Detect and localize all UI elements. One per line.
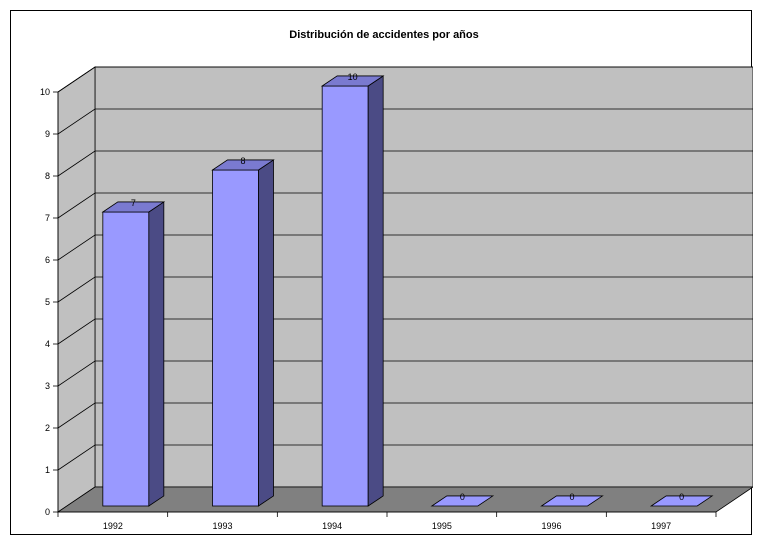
gridline [57,318,753,345]
y-tick-label: 3 [45,381,50,391]
data-label: 8 [240,156,245,166]
x-tick-label: 1996 [541,521,561,531]
y-tick-label: 4 [45,339,50,349]
bar-top [101,201,166,213]
data-label: 0 [679,492,684,502]
gridlines [57,66,753,471]
data-label: 10 [348,72,358,82]
bar-front [321,85,369,507]
gridline [57,192,753,219]
bar-chart: Distribución de accidentes por años 0 1 2 3… [40,29,753,531]
y-tick-label: 2 [45,423,50,433]
data-labels: 7 8 10 0 0 0 [131,72,684,502]
x-tick-label: 1995 [432,521,452,531]
chart-frame: Distribución de accidentes por años 0 1 2 3… [10,10,753,535]
chart-title: Distribución de accidentes por años [289,29,479,41]
x-tick-label: 1992 [103,521,123,531]
bar-side [367,75,384,507]
bar-top [430,495,495,507]
bar-side [258,159,274,507]
x-tick-label: 1994 [322,521,342,531]
gridline [57,108,753,135]
y-tick-label: 10 [40,87,50,97]
y-tick-label: 1 [45,465,50,475]
bar-top [320,75,385,87]
y-tick-label: 9 [45,129,50,139]
y-tick-label: 6 [45,255,50,265]
bar-front [212,169,259,507]
gridline [57,276,753,303]
gridline [57,360,753,387]
x-tick-label: 1997 [651,521,671,531]
y-tick-label: 5 [45,297,50,307]
bars [101,75,714,507]
axes: 0 1 2 3 4 5 6 7 8 9 10 1992 1993 1994 1995 1996 1997 [40,87,717,531]
bar-top [540,495,604,507]
data-label: 0 [460,492,465,502]
y-tick-label: 0 [45,507,50,517]
bar-front [102,211,150,507]
gridline [57,66,753,93]
x-tick-label: 1993 [212,521,232,531]
data-label: 0 [569,492,574,502]
gridline [57,150,753,177]
gridline [57,234,753,261]
y-tick-label: 8 [45,171,50,181]
y-tick-label: 7 [45,213,50,223]
bar-top [649,495,714,507]
bar-side [148,201,165,507]
gridline [57,444,753,471]
bar-top [211,159,275,171]
gridline [57,402,753,429]
data-label: 7 [131,198,136,208]
